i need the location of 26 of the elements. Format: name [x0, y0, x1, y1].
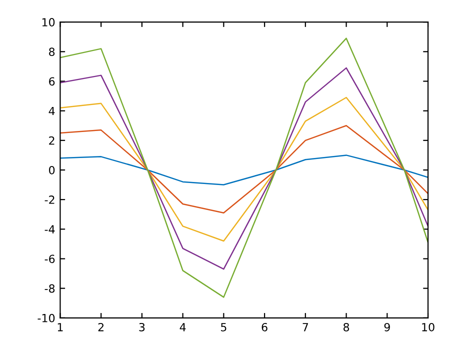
- y-tick-label: 6: [49, 77, 55, 86]
- x-tick-label: 3: [139, 322, 145, 332]
- x-tick-label: 7: [302, 323, 308, 332]
- x-tick-label: 2: [98, 322, 104, 332]
- y-tick-label: -8: [44, 284, 55, 293]
- y-tick-label: -10: [38, 314, 55, 322]
- y-tick-label: 10: [42, 18, 55, 26]
- line-series: [60, 67, 428, 270]
- x-tick-label: 10: [422, 322, 434, 332]
- x-tick-label: 9: [384, 322, 390, 332]
- x-tick-label: 1: [58, 323, 63, 332]
- x-tick-label: 5: [221, 323, 226, 332]
- x-tick-label: 6: [262, 322, 268, 332]
- y-tick-label: -4: [44, 225, 55, 234]
- y-tick-label: -2: [44, 196, 54, 204]
- y-tick-label: 8: [49, 48, 55, 56]
- line-series: [60, 38, 428, 298]
- line-series: [60, 124, 428, 214]
- x-tick-label: 8: [344, 322, 350, 332]
- line-series: [60, 154, 428, 186]
- y-tick-label: 4: [48, 106, 55, 116]
- x-tick-label: 4: [180, 323, 186, 332]
- y-tick-label: 0: [49, 166, 55, 174]
- line-series: [60, 96, 428, 242]
- y-tick-label: -6: [44, 254, 55, 264]
- y-tick-label: 2: [49, 136, 54, 145]
